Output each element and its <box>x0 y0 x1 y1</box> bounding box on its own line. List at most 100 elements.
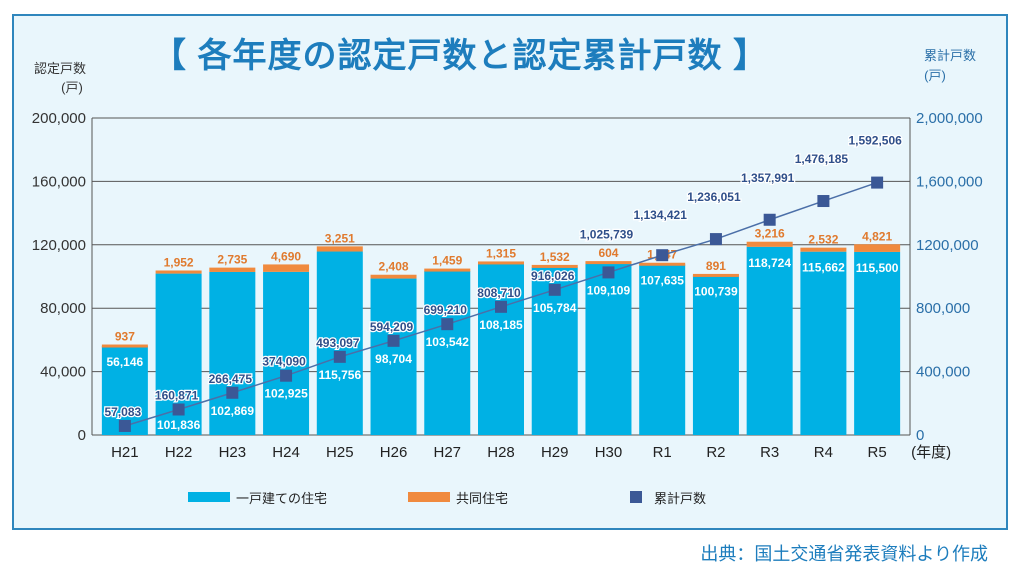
cumulative-value-label: 57,083 <box>105 405 142 419</box>
shared-value-label: 604 <box>598 246 618 260</box>
detached-value-label: 102,869 <box>211 404 255 418</box>
detached-value-label: 56,146 <box>107 355 144 369</box>
legend-swatch-detached <box>188 492 230 502</box>
category-label: H22 <box>165 444 193 461</box>
cumulative-value-label: 1,476,185 <box>795 152 849 166</box>
detached-value-label: 98,704 <box>375 352 412 366</box>
cumulative-marker <box>602 266 615 279</box>
detached-value-label: 108,185 <box>479 318 523 332</box>
shared-value-label: 937 <box>115 330 135 344</box>
right-tick-label: 400,000 <box>916 364 970 381</box>
cumulative-value-label: 1,236,051 <box>687 190 741 204</box>
bar-shared <box>585 261 632 265</box>
cumulative-value-label: 493,097 <box>316 336 360 350</box>
legend-label-shared: 共同住宅 <box>456 491 508 506</box>
shared-value-label: 2,532 <box>808 233 838 247</box>
cumulative-value-label: 266,475 <box>209 372 253 386</box>
right-tick-label: 1200,000 <box>916 237 979 254</box>
cumulative-value-label: 808,710 <box>477 286 521 300</box>
left-tick-label: 40,000 <box>40 364 86 381</box>
left-tick-label: 160,000 <box>32 173 86 190</box>
detached-value-label: 103,542 <box>426 335 470 349</box>
cumulative-marker <box>548 283 561 296</box>
bar-detached <box>478 263 524 435</box>
category-label: H30 <box>595 444 623 461</box>
bar-shared <box>370 274 417 279</box>
category-label: H26 <box>380 444 408 461</box>
shared-value-label: 1,532 <box>540 250 570 264</box>
bar-shared <box>531 264 578 268</box>
bar-shared <box>478 261 524 265</box>
cumulative-marker <box>441 318 454 331</box>
cumulative-value-label: 1,025,739 <box>580 227 634 241</box>
shared-value-label: 3,216 <box>755 227 785 241</box>
cumulative-marker <box>709 233 722 246</box>
cumulative-marker <box>226 386 239 399</box>
bar-shared <box>263 264 310 272</box>
cumulative-value-label: 916,026 <box>531 269 575 283</box>
chart-title: 【 各年度の認定戸数と認定累計戸数 】 <box>152 37 768 75</box>
legend-swatch-cumulative <box>630 491 642 503</box>
category-label: H28 <box>487 444 515 461</box>
cumulative-marker <box>333 350 346 363</box>
left-tick-label: 0 <box>78 427 86 444</box>
cumulative-marker <box>172 403 185 416</box>
right-axis-unit: (戸) <box>924 68 946 83</box>
cumulative-marker <box>656 249 669 262</box>
cumulative-value-label: 160,871 <box>155 389 199 403</box>
category-label: H23 <box>219 444 247 461</box>
detached-value-label: 102,925 <box>264 387 308 401</box>
bar-detached <box>424 270 471 435</box>
cumulative-value-label: 699,210 <box>424 303 468 317</box>
category-label: R2 <box>706 444 725 461</box>
detached-value-label: 118,724 <box>748 256 791 270</box>
bar-detached <box>263 271 310 435</box>
category-label: H21 <box>111 444 139 461</box>
bar-detached <box>746 246 793 435</box>
cumulative-marker <box>280 369 293 382</box>
shared-value-label: 1,952 <box>164 255 194 269</box>
bar-detached <box>692 275 739 435</box>
category-label: R3 <box>760 444 779 461</box>
bar-shared <box>692 273 739 277</box>
shared-value-label: 2,408 <box>379 260 409 274</box>
bar-shared <box>639 262 686 266</box>
bar-detached <box>854 251 901 435</box>
shared-value-label: 4,690 <box>271 249 301 263</box>
detached-value-label: 105,784 <box>533 301 577 315</box>
cumulative-marker <box>871 176 884 189</box>
x-axis-unit: (年度) <box>911 444 951 461</box>
cumulative-value-label: 594,209 <box>370 320 414 334</box>
category-label: H29 <box>541 444 569 461</box>
shared-value-label: 3,251 <box>325 231 355 245</box>
bar-detached <box>316 251 363 435</box>
shared-value-label: 1,315 <box>486 246 516 260</box>
bar-shared <box>800 247 847 252</box>
category-label: R1 <box>653 444 672 461</box>
legend-label-cumulative: 累計戸数 <box>654 491 706 506</box>
left-tick-label: 80,000 <box>40 300 86 317</box>
left-tick-label: 200,000 <box>32 110 86 127</box>
right-axis-label: 累計戸数 <box>924 48 976 63</box>
cumulative-marker <box>387 334 400 347</box>
bar-shared <box>746 241 793 247</box>
cumulative-marker <box>817 195 830 208</box>
bar-detached <box>800 251 847 435</box>
right-tick-label: 1,600,000 <box>916 173 983 190</box>
bar-detached <box>639 264 686 435</box>
bar-shared <box>424 268 471 272</box>
bar-detached <box>209 271 256 435</box>
bar-shared <box>209 267 256 272</box>
legend-label-detached: 一戸建ての住宅 <box>236 491 327 506</box>
cumulative-marker <box>495 300 507 313</box>
legend-swatch-shared <box>408 492 450 502</box>
category-label: H24 <box>272 444 300 461</box>
shared-value-label: 4,821 <box>862 229 892 243</box>
category-label: R4 <box>814 444 833 461</box>
cumulative-value-label: 1,357,991 <box>741 171 795 185</box>
category-label: H25 <box>326 444 354 461</box>
detached-value-label: 115,756 <box>318 368 361 382</box>
shared-value-label: 1,459 <box>432 254 462 268</box>
bar-detached <box>585 262 632 435</box>
